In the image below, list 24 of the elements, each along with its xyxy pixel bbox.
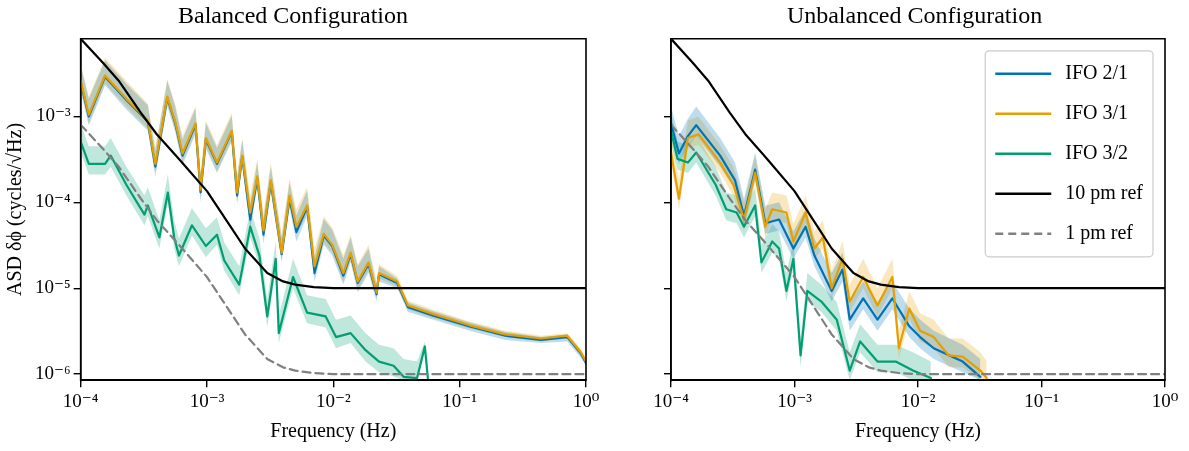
x-tick-label: 10⁻⁴ xyxy=(653,389,690,411)
chart-title: Balanced Configuration xyxy=(178,1,408,28)
x-tick-label: 10⁰ xyxy=(1151,389,1179,411)
chart-title: Unbalanced Configuration xyxy=(786,1,1043,28)
x-tick-label: 10⁻¹ xyxy=(1024,389,1060,411)
x-tick-label: 10⁻² xyxy=(900,389,936,411)
x-tick-label: 10⁰ xyxy=(572,389,600,411)
y-tick-label: 10⁻³ xyxy=(35,104,71,126)
x-axis-title: Frequency (Hz) xyxy=(270,419,397,443)
x-tick-label: 10⁻¹ xyxy=(442,389,478,411)
y-tick-label: 10⁻⁶ xyxy=(35,362,71,384)
legend-label: IFO 3/1 xyxy=(1065,101,1129,124)
legend-label: IFO 3/2 xyxy=(1065,141,1129,164)
x-tick-label: 10⁻⁴ xyxy=(62,389,99,411)
x-axis-title: Frequency (Hz) xyxy=(854,419,982,443)
y-axis-title: ASD δϕ (cycles/√Hz) xyxy=(3,122,27,297)
y-tick-label: 10⁻⁴ xyxy=(35,190,72,212)
x-tick-label: 10⁻³ xyxy=(189,389,225,411)
legend-label: 10 pm ref xyxy=(1065,181,1144,205)
y-tick-label: 10⁻⁵ xyxy=(35,276,71,298)
legend-label: IFO 2/1 xyxy=(1065,61,1129,84)
legend-label: 1 pm ref xyxy=(1065,221,1134,245)
x-tick-label: 10⁻³ xyxy=(777,389,813,411)
x-tick-label: 10⁻² xyxy=(315,389,351,411)
